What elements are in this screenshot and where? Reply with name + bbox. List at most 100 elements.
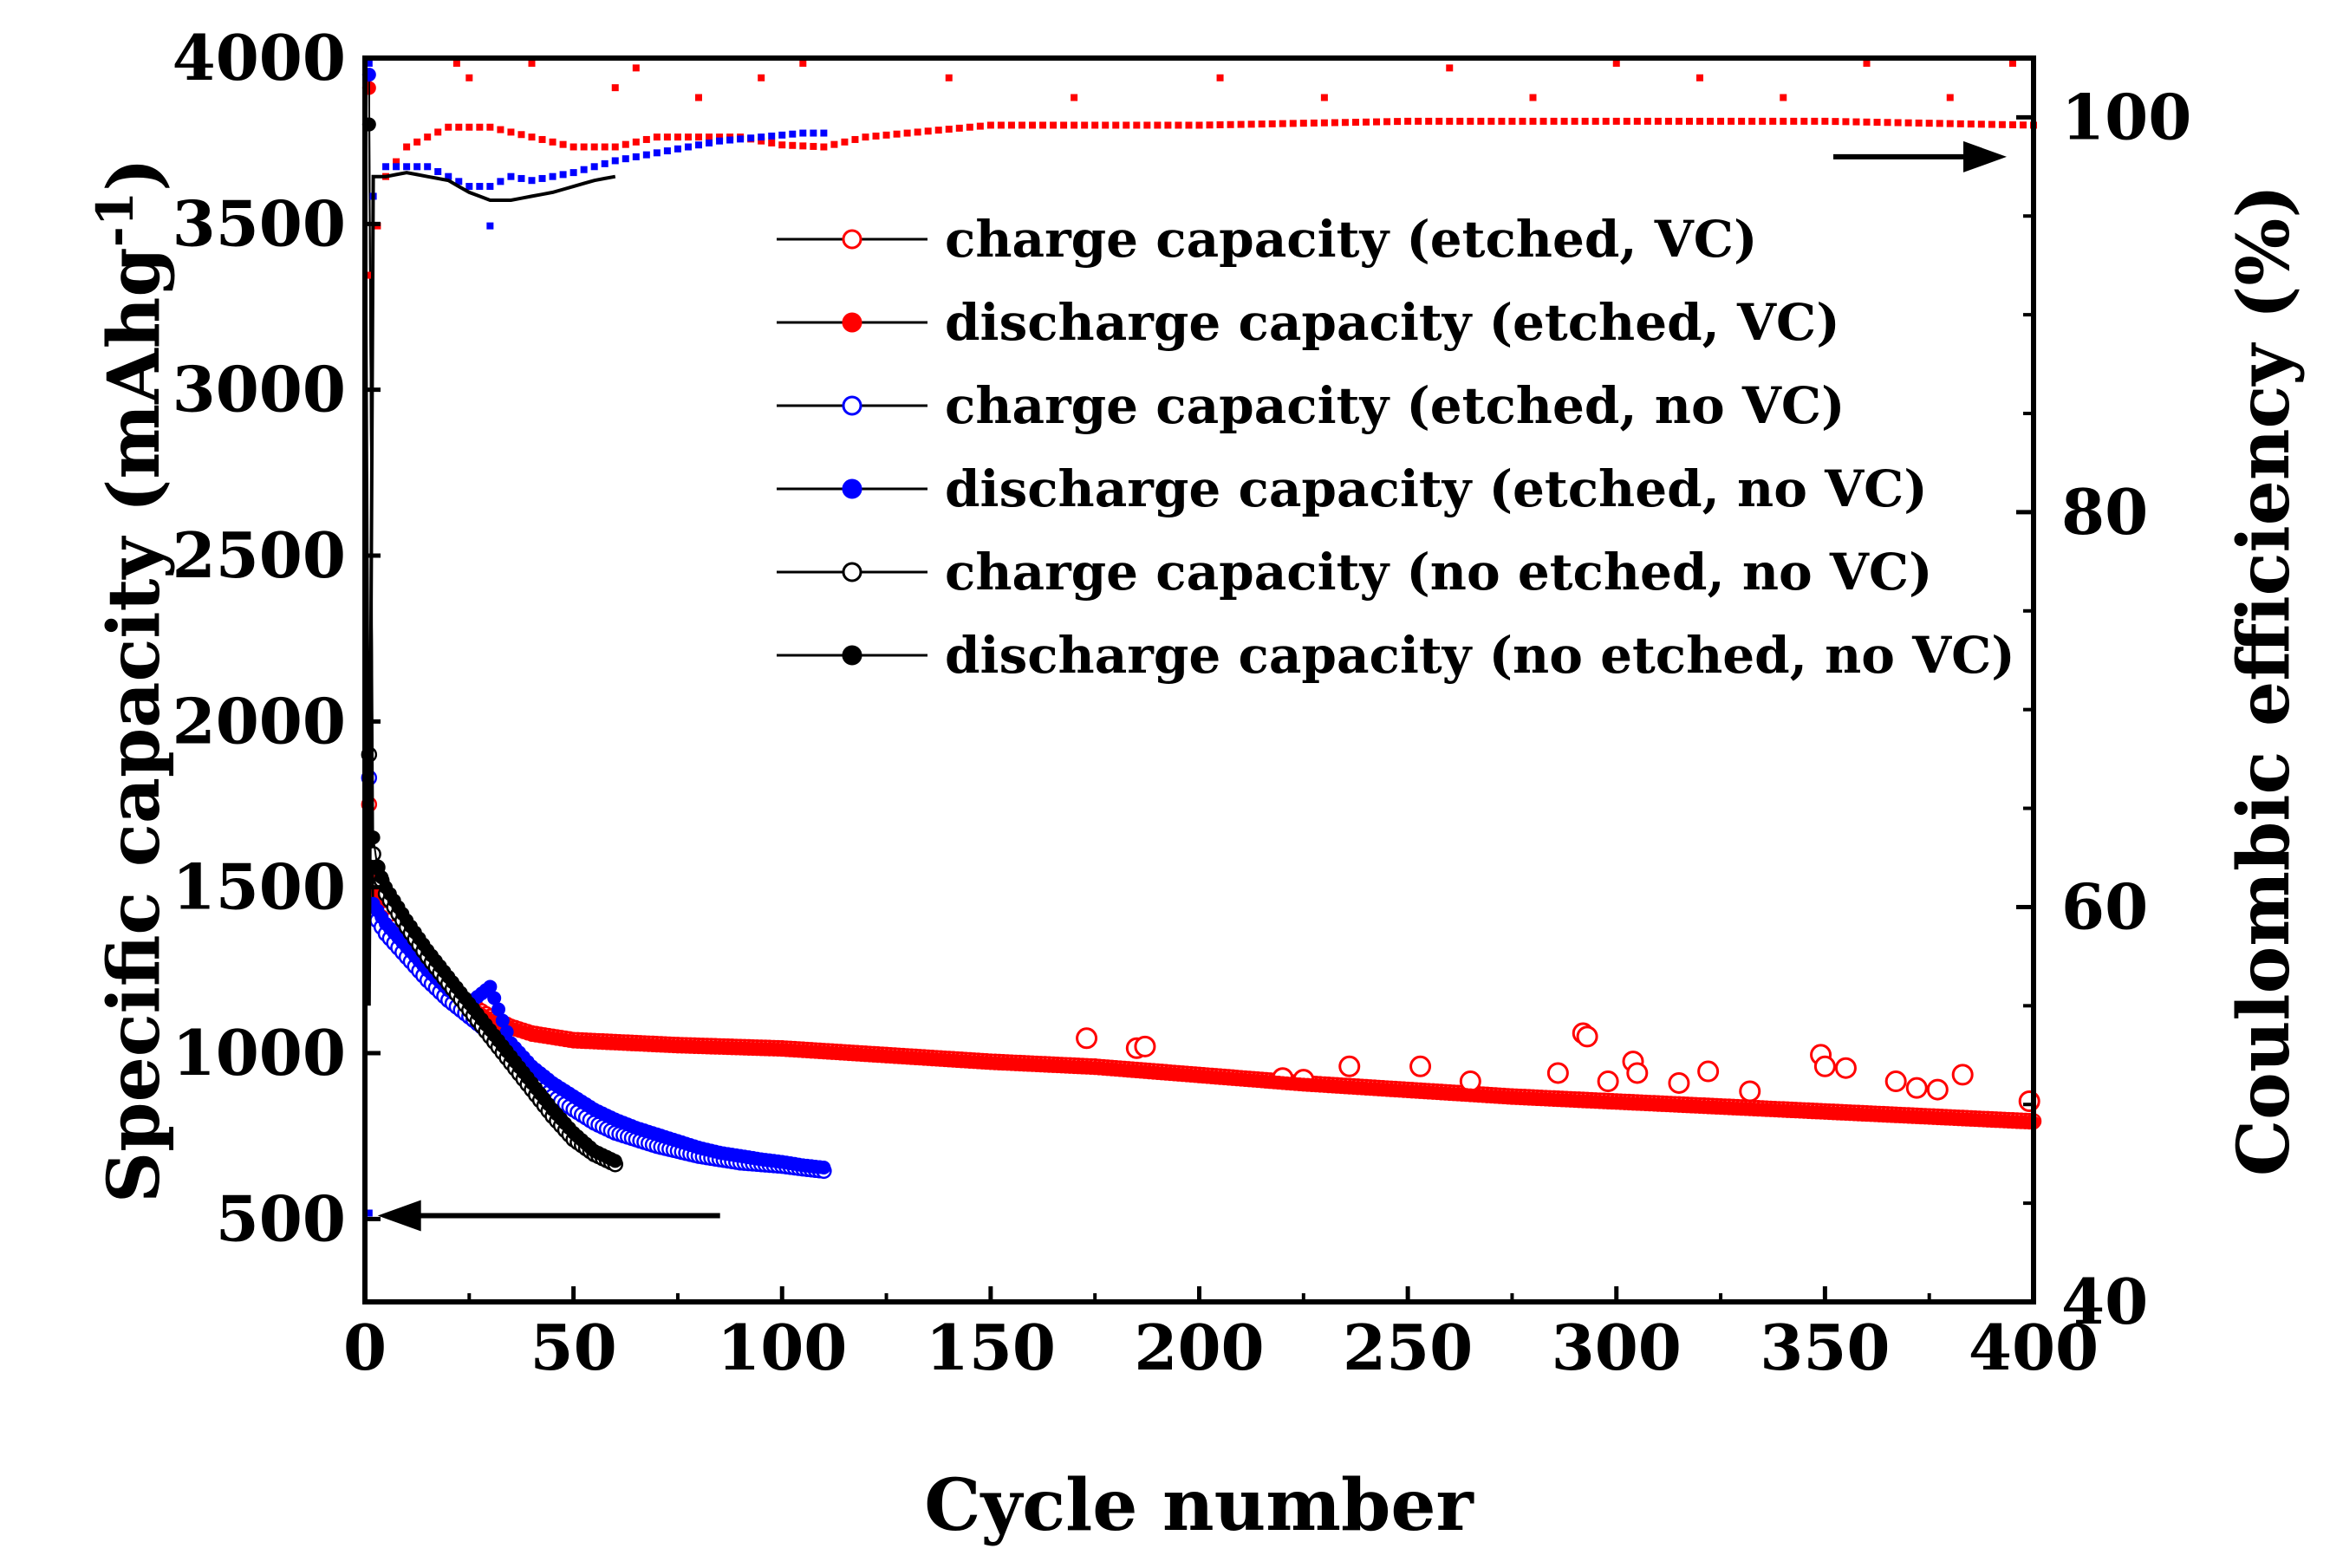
data-point (1811, 117, 1819, 125)
data-point (1467, 117, 1474, 125)
data-point (1539, 117, 1547, 125)
data-point (611, 157, 619, 165)
x-tick-label: 250 (1343, 1311, 1473, 1384)
data-point (768, 139, 776, 146)
data-point (1195, 121, 1203, 129)
data-point (528, 177, 536, 185)
data-point (1769, 117, 1777, 125)
data-point (632, 138, 640, 146)
data-point (706, 139, 713, 146)
data-point (1748, 117, 1756, 125)
data-point (903, 129, 911, 137)
data-point (1894, 119, 1902, 127)
data-point (611, 143, 619, 151)
data-point (365, 60, 373, 67)
y-left-tick-label: 500 (216, 1181, 346, 1255)
left-arrow-head (377, 1200, 421, 1232)
data-point (1884, 119, 1891, 127)
data-point-outlier (1320, 94, 1328, 101)
data-point (1560, 117, 1568, 125)
data-point (434, 167, 442, 175)
data-point-outlier (1951, 1064, 1974, 1086)
y-left-tick-label: 3000 (172, 353, 346, 426)
data-point (1247, 120, 1255, 128)
series-7 (365, 60, 828, 1217)
data-point (622, 155, 629, 163)
data-point (706, 133, 713, 141)
data-point-outlier (1926, 1078, 1949, 1101)
data-point (642, 151, 650, 159)
data-point (882, 131, 890, 139)
data-point (674, 133, 681, 141)
data-point (1550, 117, 1558, 125)
data-point (549, 172, 556, 180)
series-line (363, 137, 616, 1006)
data-point (569, 169, 577, 177)
data-point-outlier (799, 60, 807, 67)
data-point (1591, 117, 1599, 125)
series-5 (361, 117, 622, 1168)
data-point-outlier (1668, 1071, 1690, 1094)
data-point (1904, 119, 1912, 127)
data-point (1925, 120, 1933, 127)
data-point (1832, 118, 1839, 126)
data-point-outlier (452, 60, 460, 67)
data-point (2008, 120, 2016, 128)
data-point (1279, 120, 1286, 127)
data-point (434, 128, 442, 136)
data-point (1863, 118, 1871, 126)
data-point (1519, 117, 1526, 125)
data-point (491, 1002, 505, 1017)
data-point (914, 128, 921, 136)
data-point (737, 135, 745, 143)
y-left-tick-label: 1500 (172, 850, 346, 924)
data-point-outlier (611, 84, 619, 92)
series-layer (361, 60, 2042, 1217)
data-point (1363, 118, 1370, 126)
data-point (393, 158, 400, 166)
data-point (590, 163, 598, 171)
data-point (1717, 117, 1725, 125)
data-point (497, 178, 504, 185)
data-point-outlier (1612, 60, 1620, 67)
data-point (2019, 121, 2027, 129)
data-point-outlier (1216, 74, 1224, 81)
data-point (1029, 121, 1036, 129)
x-axis-title: Cycle number (924, 1464, 1474, 1547)
plot-area: 0 50 100 150 200 250 300 350 400 500 1000 1500 2000… (172, 21, 2192, 1384)
data-point (538, 174, 546, 182)
data-point (976, 122, 984, 130)
x-tick-label: 150 (926, 1311, 1056, 1384)
data-point (1268, 120, 1276, 127)
y-left-axis-title: Specific capacity (mAhg-1) (86, 158, 176, 1203)
data-point (934, 127, 942, 134)
data-point-outlier (528, 60, 536, 67)
legend-entry: charge capacity (etched, no VC) (777, 376, 1845, 435)
x-tick-label: 400 (1969, 1311, 2099, 1384)
series-3 (361, 68, 831, 1175)
data-point (1175, 121, 1182, 129)
data-point (1477, 117, 1485, 125)
data-point (1185, 121, 1193, 129)
data-point (716, 133, 724, 141)
data-point (1227, 120, 1234, 128)
legend-label: charge capacity (no etched, no VC) (945, 543, 1933, 602)
data-point-outlier (1697, 1060, 1720, 1083)
data-point-outlier (465, 74, 473, 81)
data-point (862, 133, 869, 141)
data-point (955, 124, 963, 132)
data-point (1842, 118, 1850, 126)
data-point (1425, 117, 1433, 125)
data-point (1529, 117, 1537, 125)
data-point (1373, 118, 1381, 126)
y-right-tick-label: 40 (2061, 1265, 2148, 1338)
data-point (1633, 117, 1641, 125)
data-point (1154, 121, 1162, 129)
data-point (476, 123, 484, 131)
data-point-outlier (1446, 64, 1454, 72)
data-point (684, 143, 692, 151)
right-arrow-head (1963, 140, 2007, 172)
data-point (559, 140, 567, 148)
data-point (1696, 117, 1703, 125)
data-point (1206, 121, 1214, 129)
